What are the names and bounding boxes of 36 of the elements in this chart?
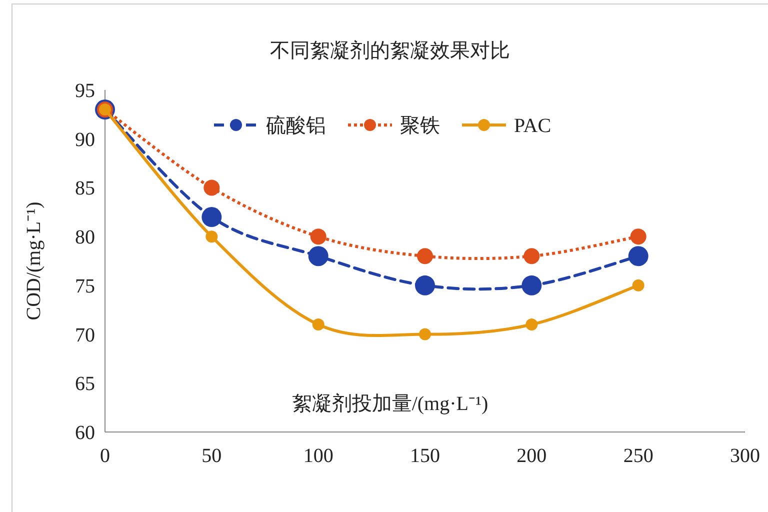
y-tick-label: 85 — [75, 178, 95, 200]
x-axis-title: 絮凝剂投加量/(mg·L⁻¹) — [292, 393, 488, 415]
point — [312, 318, 324, 331]
x-tick-label: 250 — [623, 445, 654, 467]
x-tick-label: 0 — [100, 445, 110, 467]
point — [310, 228, 326, 245]
point — [415, 275, 435, 296]
y-tick-label: 65 — [75, 373, 95, 396]
point — [628, 246, 648, 266]
y-tick-label: 60 — [75, 422, 95, 444]
x-tick-label: 150 — [410, 445, 440, 467]
point — [308, 246, 328, 266]
y-tick-label: 75 — [75, 275, 95, 298]
legend-label: 硫酸铝 — [266, 115, 326, 137]
point — [202, 207, 222, 228]
x-tick-label: 100 — [303, 445, 334, 467]
legend-label: PAC — [514, 115, 552, 137]
point — [417, 248, 433, 264]
y-tick-label: 90 — [75, 128, 95, 151]
x-tick-label: 200 — [516, 445, 547, 467]
point — [206, 230, 218, 243]
legend-label: 聚铁 — [400, 115, 440, 137]
point — [630, 228, 646, 245]
point — [522, 275, 542, 296]
y-tick-label: 80 — [75, 226, 95, 249]
point — [632, 279, 644, 292]
point — [526, 318, 538, 331]
point — [204, 180, 220, 196]
y-axis-title: COD/(mg·L⁻¹) — [23, 202, 45, 320]
chart-title: 不同絮凝剂的絮凝效果对比 — [270, 40, 510, 62]
x-tick-label: 50 — [202, 445, 222, 467]
y-tick-label: 70 — [75, 324, 95, 346]
point — [419, 328, 431, 340]
y-tick-label: 95 — [75, 80, 95, 102]
x-tick-label: 300 — [730, 445, 760, 467]
point — [524, 248, 540, 264]
